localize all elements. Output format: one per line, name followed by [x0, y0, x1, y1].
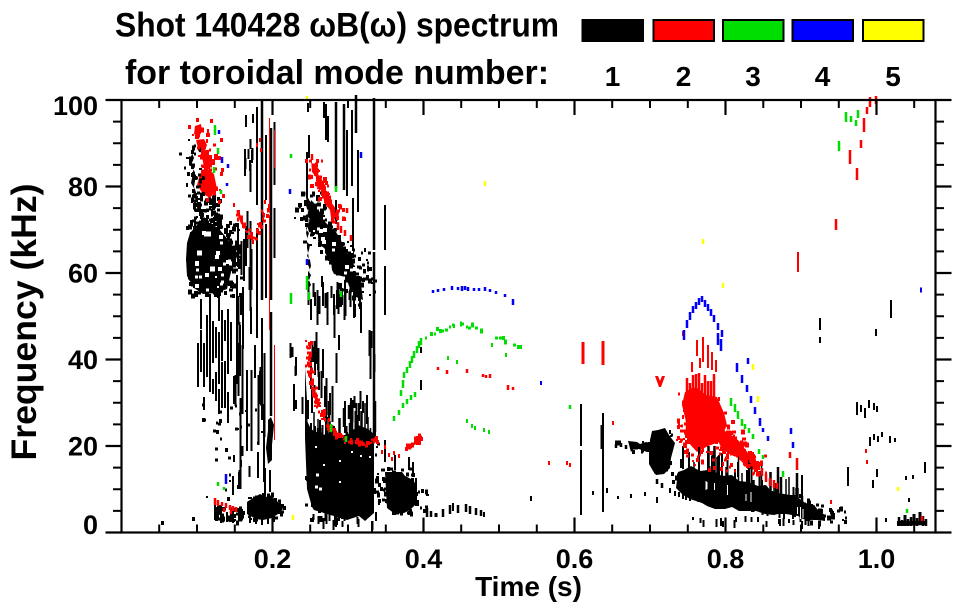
svg-text:0: 0: [83, 510, 98, 540]
svg-text:0.4: 0.4: [405, 544, 443, 574]
svg-text:5: 5: [885, 61, 901, 92]
svg-text:Shot 140428 ωB(ω) spectrum: Shot 140428 ωB(ω) spectrum: [115, 7, 559, 45]
svg-text:0.8: 0.8: [707, 544, 745, 574]
svg-text:2: 2: [676, 61, 692, 92]
svg-text:Frequency (kHz): Frequency (kHz): [5, 184, 44, 461]
svg-text:4: 4: [815, 61, 831, 92]
svg-text:1: 1: [605, 61, 621, 92]
svg-text:80: 80: [68, 172, 98, 202]
svg-text:for toroidal mode number:: for toroidal mode number:: [125, 54, 549, 92]
svg-text:60: 60: [68, 259, 98, 289]
svg-text:0.2: 0.2: [254, 544, 292, 574]
svg-text:1.0: 1.0: [858, 544, 896, 574]
svg-text:100: 100: [53, 91, 98, 121]
svg-text:Time (s): Time (s): [475, 571, 582, 602]
svg-text:0.6: 0.6: [556, 544, 594, 574]
svg-text:3: 3: [745, 61, 761, 92]
svg-text:40: 40: [68, 345, 98, 375]
svg-text:20: 20: [68, 432, 98, 462]
